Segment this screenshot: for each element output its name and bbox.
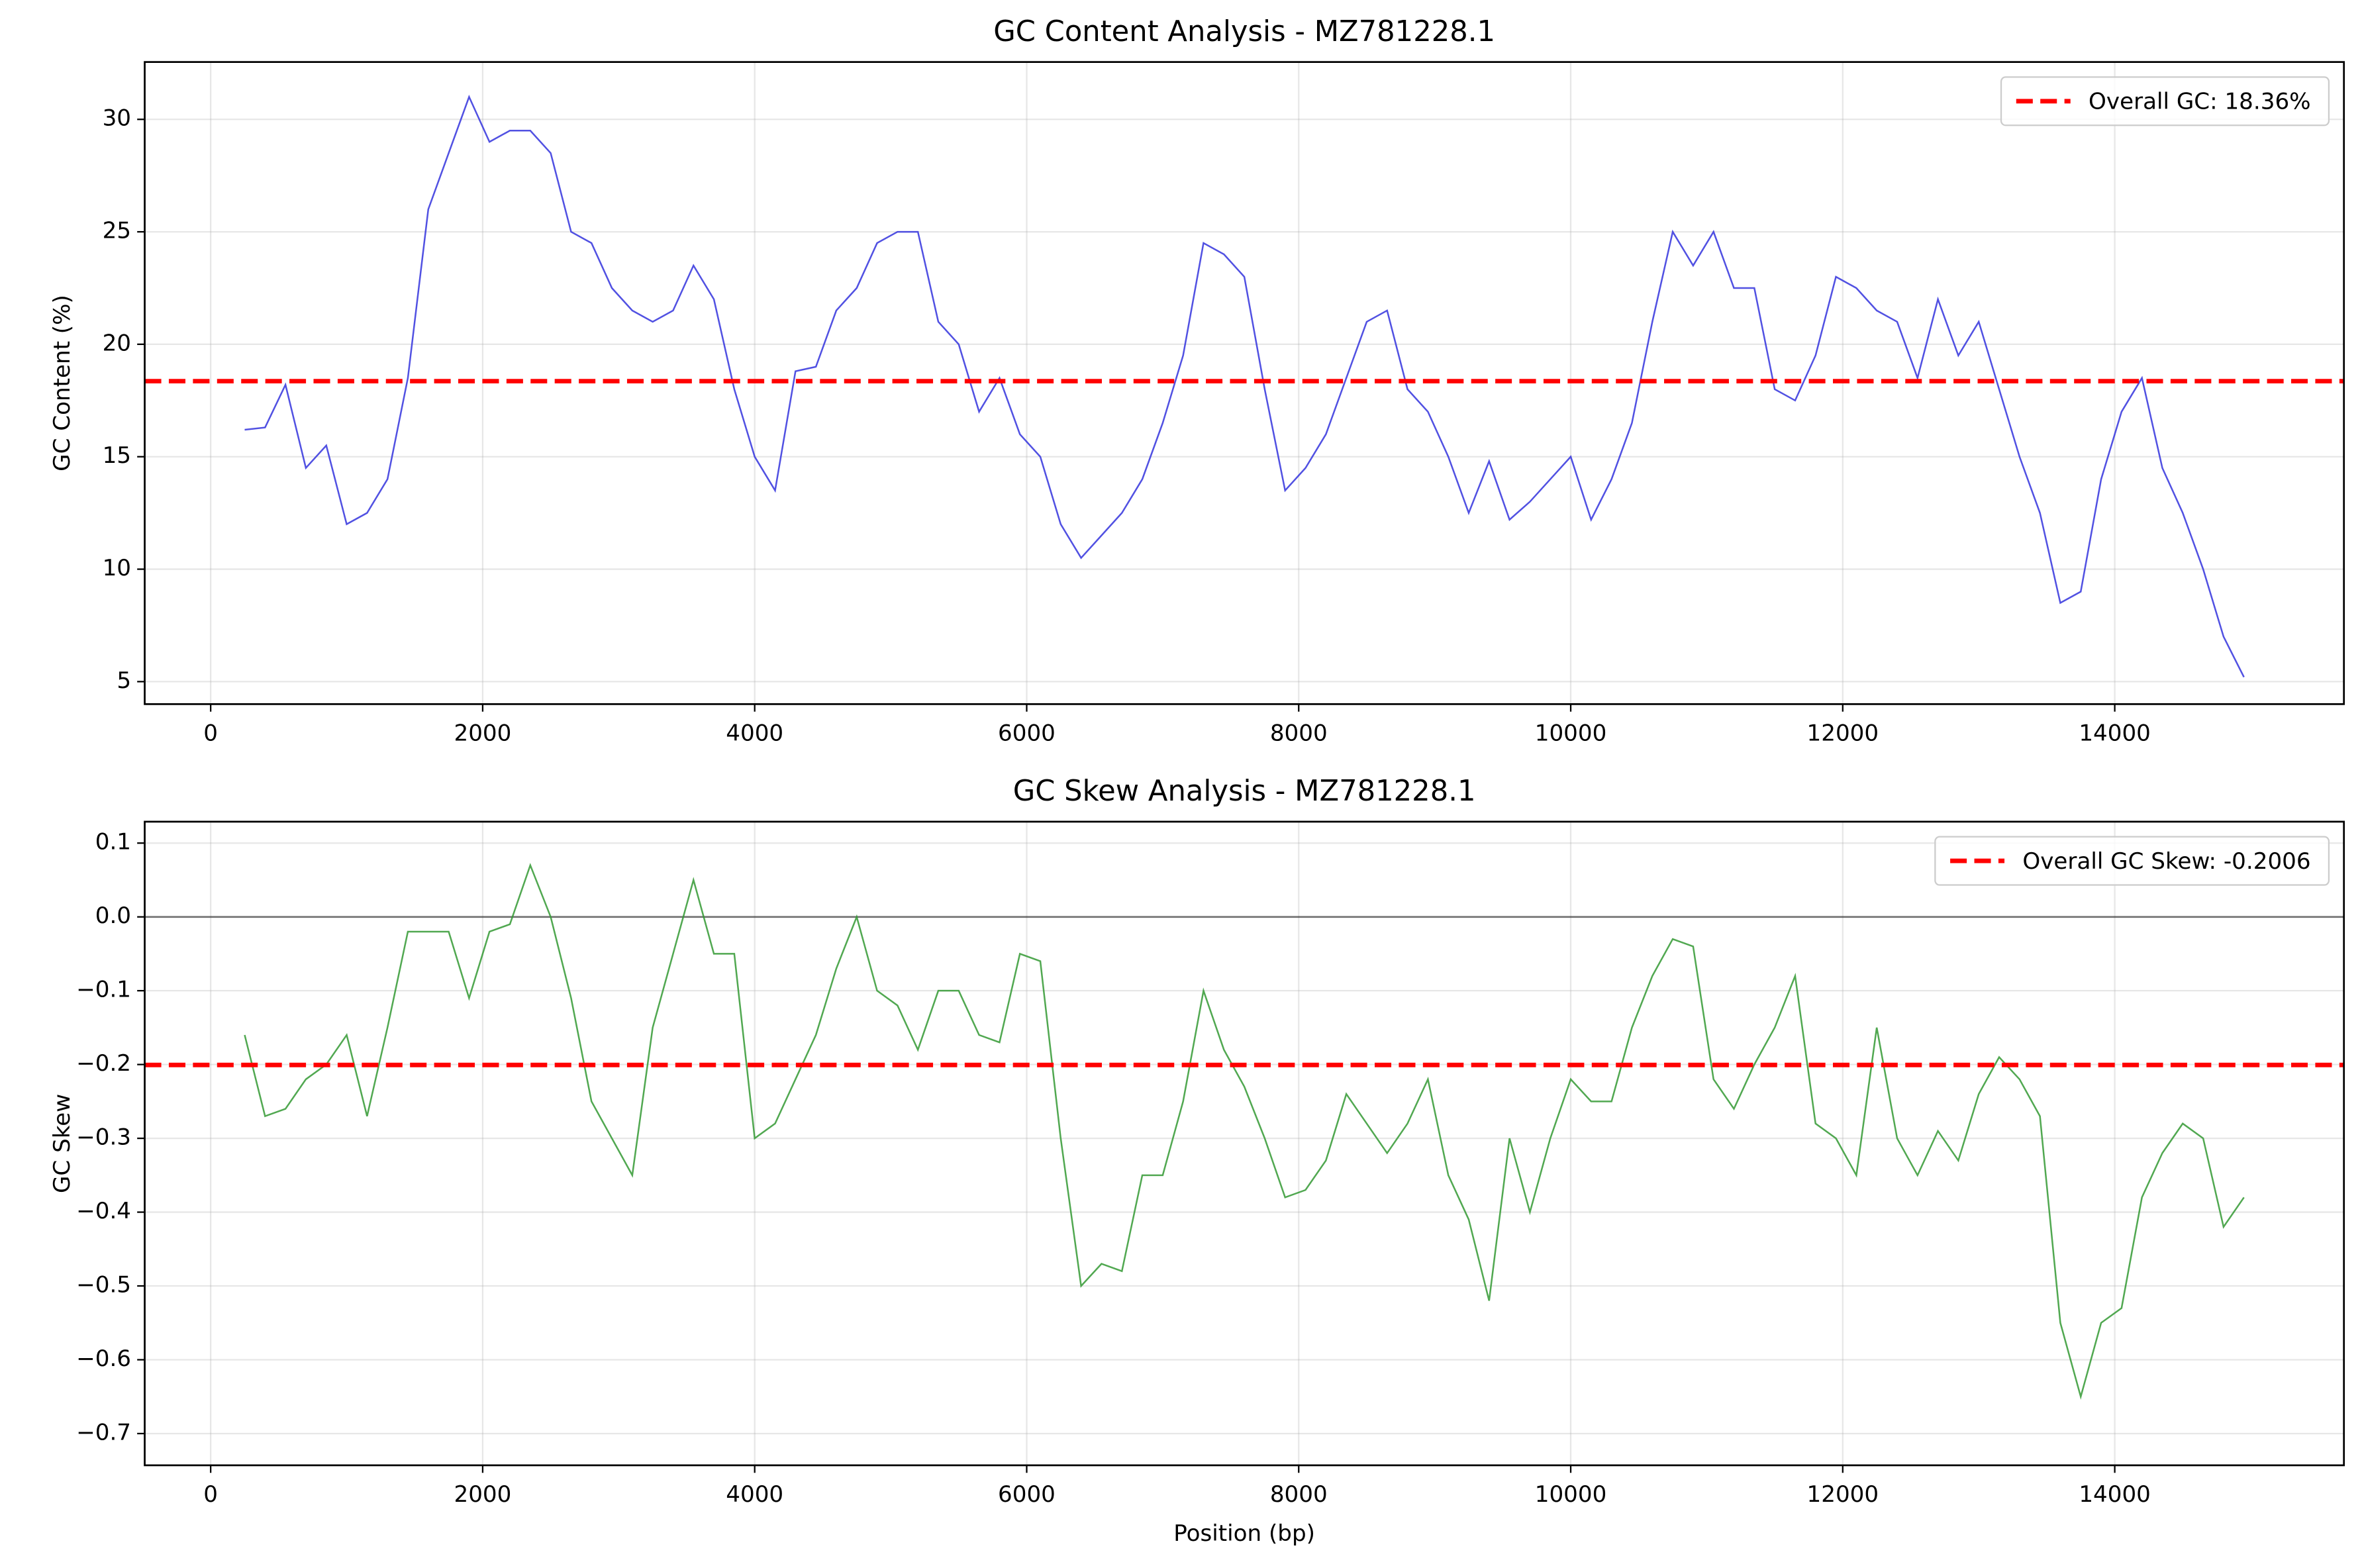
y-tick-label: −0.3 xyxy=(76,1124,131,1151)
y-tick-label: −0.5 xyxy=(76,1272,131,1298)
x-tick-label: 10000 xyxy=(1535,720,1607,746)
legend: Overall GC Skew: -0.2006 xyxy=(1934,836,2330,886)
x-tick-label: 12000 xyxy=(1807,720,1879,746)
chart: GC Skew Analysis - MZ781228.1 GC Skew Posi… xyxy=(49,775,2345,1547)
x-tick-label: 10000 xyxy=(1535,1481,1607,1508)
x-axis-label: Position (bp) xyxy=(1173,1520,1315,1547)
data-line xyxy=(244,863,2245,1400)
x-tick-label: 14000 xyxy=(2079,1481,2151,1508)
x-tick-label: 12000 xyxy=(1807,1481,1879,1508)
y-axis-label: GC Skew xyxy=(49,1094,75,1193)
legend: Overall GC: 18.36% xyxy=(2000,76,2330,126)
y-tick-label: 0.1 xyxy=(95,829,131,856)
x-tick-label: 4000 xyxy=(726,1481,783,1508)
legend-frame xyxy=(2000,76,2330,126)
y-axis-label: GC Content (%) xyxy=(49,295,75,471)
x-tick-label: 2000 xyxy=(454,1481,511,1508)
y-tick-label: 10 xyxy=(103,555,131,581)
x-tick-label: 8000 xyxy=(1270,1481,1328,1508)
chart-title: GC Content Analysis - MZ781228.1 xyxy=(993,15,1495,48)
y-tick-label: 25 xyxy=(103,218,131,244)
chart-title: GC Skew Analysis - MZ781228.1 xyxy=(1013,775,1476,808)
y-tick-label: 5 xyxy=(117,667,131,694)
x-tick-label: 0 xyxy=(203,1481,218,1508)
y-tick-label: 30 xyxy=(103,105,131,132)
x-tick-label: 14000 xyxy=(2079,720,2151,746)
legend-label: Overall GC Skew: -0.2006 xyxy=(2022,848,2310,875)
y-tick-label: −0.2 xyxy=(76,1050,131,1077)
x-tick-label: 4000 xyxy=(726,720,783,746)
x-tick-label: 2000 xyxy=(454,720,511,746)
legend-label: Overall GC: 18.36% xyxy=(2089,89,2311,115)
x-tick-label: 8000 xyxy=(1270,720,1328,746)
plot-frame xyxy=(144,820,2345,1467)
y-tick-label: −0.4 xyxy=(76,1198,131,1224)
y-tick-label: 20 xyxy=(103,330,131,356)
chart: GC Content Analysis - MZ781228.1 GC Conte… xyxy=(49,15,2345,746)
x-tick-label: 6000 xyxy=(998,720,1056,746)
x-tick-label: 0 xyxy=(203,720,218,746)
legend-frame xyxy=(1934,836,2330,886)
y-tick-label: 0.0 xyxy=(95,903,131,929)
data-line xyxy=(244,94,2245,678)
plot-frame xyxy=(144,61,2345,705)
y-tick-label: −0.1 xyxy=(76,977,131,1003)
y-tick-label: −0.7 xyxy=(76,1419,131,1446)
x-tick-label: 6000 xyxy=(998,1481,1056,1508)
y-tick-label: −0.6 xyxy=(76,1346,131,1372)
y-tick-label: 15 xyxy=(103,442,131,469)
